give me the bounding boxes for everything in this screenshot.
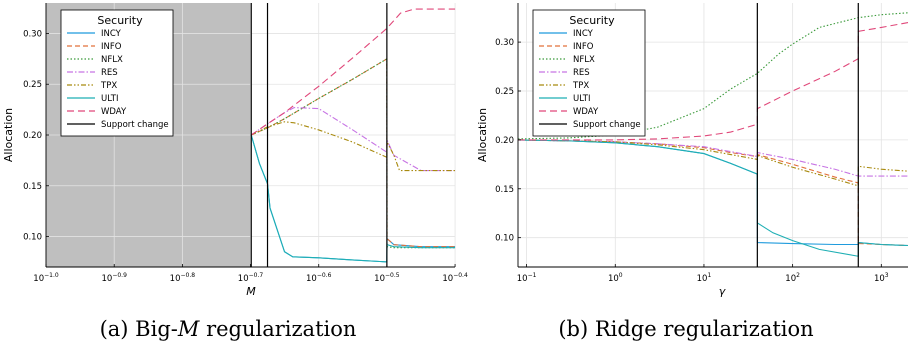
series-line-incy [517, 139, 909, 247]
caption-a-prefix: (a) Big- [100, 317, 178, 341]
x-tick-exponent: −0.4 [453, 272, 468, 279]
legend-label: Support change [101, 120, 169, 130]
x-tick-base: 10 [697, 274, 708, 284]
caption-a-suffix: regularization [199, 317, 356, 341]
series-line-info [517, 139, 909, 247]
caption-b: (b) Ridge regularization [558, 317, 813, 341]
legend-box [532, 9, 646, 137]
x-tick-base: 10 [101, 274, 112, 284]
legend-label: INFO [573, 42, 594, 52]
y-tick-label: 0.30 [495, 38, 514, 48]
x-tick-label: 10−0.5 [374, 272, 400, 284]
legend-title: Security [97, 14, 143, 27]
series-line-res [517, 139, 908, 177]
series-line-ulti [250, 134, 456, 263]
legend-title: Security [569, 14, 615, 27]
x-tick-exponent: −1 [528, 272, 537, 279]
series-line-wday [250, 8, 456, 136]
legend-label: ULTI [573, 94, 591, 104]
chart-big-m: 10−1.0 10−0.9 10−0.8 10−0.7 10−0.6 10−0.5 10−0… [2, 3, 468, 298]
x-tick-label: 100 [608, 272, 623, 284]
y-axis-label: Allocation [476, 108, 489, 162]
x-tick-label: 10−0.9 [101, 272, 127, 284]
x-axis-label: γ [719, 285, 726, 298]
x-tick-label: 10−1.0 [33, 272, 59, 284]
x-tick-exponent: 2 [796, 272, 800, 279]
x-tick-exponent: 3 [885, 272, 889, 279]
x-tick-label: 101 [697, 272, 712, 284]
x-tick-base: 10 [785, 274, 796, 284]
y-axis-label: Allocation [2, 108, 15, 162]
y-tick-label: 0.15 [495, 185, 514, 195]
legend-label: INCY [573, 29, 594, 39]
y-tick-label: 0.25 [23, 80, 42, 90]
legend: Security INCY INFO NFLX RES TPX ULTI WDAY Suppor… [532, 9, 646, 137]
x-axis-label: M [246, 285, 256, 298]
legend-label: INCY [101, 29, 122, 39]
legend-label: RES [573, 68, 590, 78]
y-tick-label: 0.10 [495, 234, 514, 244]
x-tick-label: 103 [874, 272, 889, 284]
x-tick-label: 10−0.6 [306, 272, 332, 284]
y-tick-label: 0.25 [495, 87, 514, 97]
x-tick-base: 10 [170, 274, 181, 284]
x-tick-base: 10 [374, 274, 385, 284]
legend-label: NFLX [101, 55, 123, 65]
x-tick-exponent: 1 [707, 272, 711, 279]
x-tick-exponent: −0.7 [249, 272, 264, 279]
x-tick-label: 102 [785, 272, 800, 284]
x-tick-label: 10−0.7 [238, 272, 264, 284]
legend-label: TPX [572, 81, 589, 91]
series-line-ulti [517, 139, 909, 257]
x-tick-exponent: −0.8 [181, 272, 196, 279]
legend-label: INFO [101, 42, 122, 52]
legend-label: RES [101, 68, 118, 78]
series-line-info [251, 57, 456, 248]
x-tick-base: 10 [608, 274, 619, 284]
x-tick-base: 10 [306, 274, 317, 284]
caption-b-text: (b) Ridge regularization [558, 317, 813, 341]
y-tick-label: 0.20 [495, 136, 514, 146]
legend-label: TPX [100, 81, 117, 91]
series-line-tpx [250, 121, 456, 172]
x-tick-exponent: 0 [619, 272, 623, 279]
legend-label: WDAY [573, 107, 599, 117]
y-tick-label: 0.15 [23, 182, 42, 192]
series-line-tpx [517, 139, 909, 187]
x-tick-label: 10−0.4 [442, 272, 468, 284]
caption-a-math: M [177, 317, 200, 341]
chart-ridge: 10−1 100 101 102 1030.100.150.200.250.30γAll… [476, 3, 909, 298]
y-tick-label: 0.20 [23, 131, 42, 141]
x-tick-base: 10 [517, 274, 528, 284]
x-tick-base: 10 [33, 274, 44, 284]
legend-label: Support change [573, 120, 641, 130]
x-tick-exponent: −1.0 [44, 272, 59, 279]
series-line-res [250, 107, 456, 172]
legend-label: WDAY [101, 107, 127, 117]
x-tick-base: 10 [238, 274, 249, 284]
x-tick-base: 10 [442, 274, 453, 284]
x-tick-exponent: −0.9 [112, 272, 127, 279]
legend-label: NFLX [573, 55, 595, 65]
x-tick-exponent: −0.6 [317, 272, 332, 279]
x-tick-base: 10 [874, 274, 885, 284]
x-tick-label: 10−0.8 [170, 272, 196, 284]
series-line-nflx [251, 57, 456, 249]
legend-label: ULTI [101, 94, 119, 104]
y-tick-label: 0.10 [23, 233, 42, 243]
legend-box [60, 9, 174, 137]
caption-a: (a) Big-M regularization [100, 317, 357, 341]
y-tick-label: 0.30 [23, 29, 42, 39]
legend: Security INCY INFO NFLX RES TPX ULTI WDAY Suppor… [60, 9, 174, 137]
x-tick-exponent: −0.5 [385, 272, 400, 279]
x-tick-label: 10−1 [517, 272, 537, 284]
